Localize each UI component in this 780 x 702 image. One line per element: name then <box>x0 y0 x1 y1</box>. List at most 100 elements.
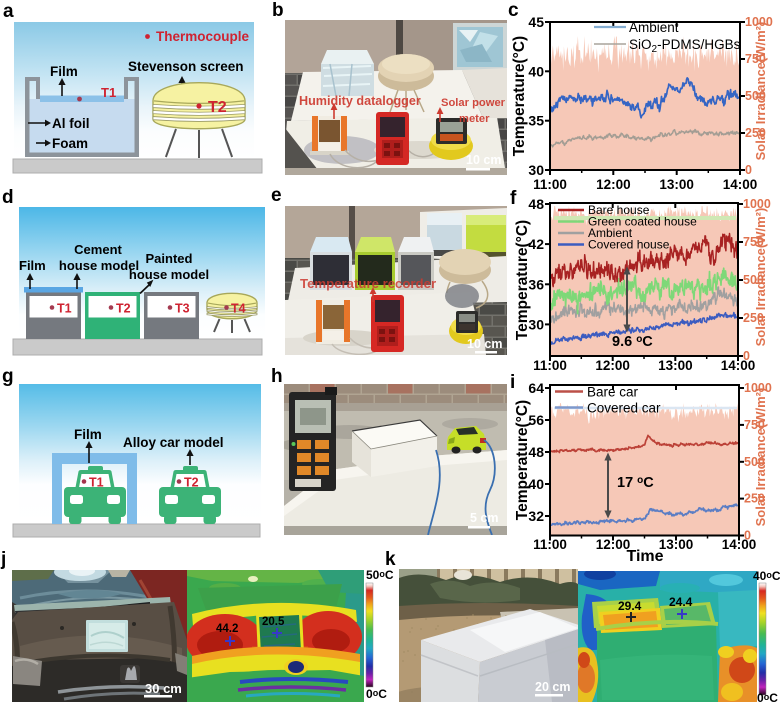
svg-text:24.4: 24.4 <box>669 595 693 609</box>
svg-text:0oC: 0oC <box>366 687 387 701</box>
svg-text:T2: T2 <box>116 302 131 316</box>
svg-text:12:00: 12:00 <box>596 177 631 192</box>
svg-text:Stevenson screen: Stevenson screen <box>128 59 244 74</box>
svg-text:Al foil: Al foil <box>52 116 90 131</box>
svg-text:Thermocouple: Thermocouple <box>156 29 250 44</box>
svg-text:Covered car: Covered car <box>587 401 661 416</box>
svg-text:Painted: Painted <box>146 251 193 266</box>
svg-text:40: 40 <box>528 63 544 79</box>
svg-text:40: 40 <box>528 476 544 492</box>
svg-text:1000: 1000 <box>743 197 771 211</box>
svg-text:Temperature(°C): Temperature(°C) <box>511 36 528 156</box>
svg-text:42: 42 <box>528 236 544 252</box>
svg-text:13:00: 13:00 <box>659 537 694 552</box>
svg-text:14:00: 14:00 <box>723 177 758 192</box>
svg-text:Covered house: Covered house <box>588 238 670 252</box>
svg-text:10 cm: 10 cm <box>466 153 501 167</box>
svg-text:T3: T3 <box>175 302 190 316</box>
svg-text:750: 750 <box>743 235 764 249</box>
svg-text:Temperature(°C): Temperature(°C) <box>514 400 531 520</box>
svg-text:i: i <box>510 372 515 393</box>
svg-text:g: g <box>2 366 14 387</box>
svg-text:500: 500 <box>744 455 765 469</box>
svg-text:Ambient: Ambient <box>629 20 679 35</box>
svg-text:Solar Irradiance(W/m²): Solar Irradiance(W/m²) <box>753 208 768 347</box>
svg-text:48: 48 <box>528 444 544 460</box>
svg-text:1000: 1000 <box>744 381 772 395</box>
svg-text:50oC: 50oC <box>366 568 394 582</box>
svg-text:0: 0 <box>743 349 750 363</box>
svg-text:30: 30 <box>528 316 544 332</box>
svg-text:250: 250 <box>745 126 766 140</box>
svg-text:T4: T4 <box>231 302 246 316</box>
svg-text:11:00: 11:00 <box>533 177 567 192</box>
svg-text:Humidity datalogger: Humidity datalogger <box>299 94 421 108</box>
svg-text:T1: T1 <box>89 476 104 490</box>
svg-text:c: c <box>508 0 519 21</box>
svg-text:T1: T1 <box>57 302 72 316</box>
svg-text:64: 64 <box>528 380 544 396</box>
svg-text:30 cm: 30 cm <box>145 681 182 696</box>
svg-text:a: a <box>3 1 14 22</box>
svg-text:h: h <box>271 366 283 387</box>
svg-text:750: 750 <box>745 52 766 66</box>
svg-text:e: e <box>271 185 282 206</box>
svg-text:13:00: 13:00 <box>658 358 693 373</box>
svg-text:house model: house model <box>59 258 139 273</box>
svg-text:45: 45 <box>528 14 544 30</box>
svg-text:house model: house model <box>129 267 209 282</box>
svg-text:500: 500 <box>743 273 764 287</box>
svg-text:250: 250 <box>743 311 764 325</box>
svg-text:Solar Irradiance(W/m²): Solar Irradiance(W/m²) <box>753 388 768 527</box>
svg-text:0oC: 0oC <box>757 691 778 702</box>
svg-text:Ambient: Ambient <box>588 226 633 240</box>
svg-text:Film: Film <box>19 258 46 273</box>
svg-text:250: 250 <box>744 492 765 506</box>
svg-text:Bare house: Bare house <box>588 203 650 217</box>
svg-text:14:00: 14:00 <box>721 358 756 373</box>
svg-text:T1: T1 <box>101 85 116 100</box>
svg-text:f: f <box>510 188 517 209</box>
svg-text:Green coated house: Green coated house <box>588 215 697 229</box>
svg-text:Solar Irradiance(W/m²): Solar Irradiance(W/m²) <box>753 22 768 161</box>
svg-text:56: 56 <box>528 412 544 428</box>
svg-text:11:00: 11:00 <box>533 537 567 552</box>
svg-text:Solar power: Solar power <box>441 97 506 109</box>
svg-text:13:00: 13:00 <box>659 177 694 192</box>
svg-text:Bare car: Bare car <box>587 385 639 400</box>
svg-text:44.2: 44.2 <box>216 623 238 635</box>
svg-text:Temperature recorder: Temperature recorder <box>300 276 436 291</box>
svg-text:T2: T2 <box>184 476 199 490</box>
svg-text:12:00: 12:00 <box>596 537 631 552</box>
svg-text:36: 36 <box>528 276 544 292</box>
svg-text:20.5: 20.5 <box>262 616 285 628</box>
svg-text:Time: Time <box>626 548 663 565</box>
svg-text:SiO2-PDMS/HGBs: SiO2-PDMS/HGBs <box>629 37 741 55</box>
svg-text:750: 750 <box>744 418 765 432</box>
svg-text:0: 0 <box>745 163 752 177</box>
svg-text:12:00: 12:00 <box>595 358 630 373</box>
svg-text:30: 30 <box>528 162 544 178</box>
svg-text:20 cm: 20 cm <box>535 680 570 694</box>
svg-text:Film: Film <box>74 427 102 442</box>
svg-text:j: j <box>0 549 6 570</box>
svg-text:Alloy car model: Alloy car model <box>123 435 224 450</box>
svg-text:Cement: Cement <box>74 242 122 257</box>
svg-text:Film: Film <box>50 64 78 79</box>
svg-text:500: 500 <box>745 89 766 103</box>
svg-text:meter: meter <box>459 113 490 125</box>
svg-text:29.4: 29.4 <box>618 599 642 613</box>
svg-text:1000: 1000 <box>745 15 773 29</box>
svg-text:Foam: Foam <box>52 136 88 151</box>
svg-text:10 cm: 10 cm <box>467 337 502 351</box>
svg-text:T2: T2 <box>208 99 227 116</box>
svg-text:Temperature(°C): Temperature(°C) <box>514 220 531 340</box>
svg-text:k: k <box>385 549 396 570</box>
svg-text:d: d <box>2 187 14 208</box>
svg-text:11:00: 11:00 <box>533 358 567 373</box>
svg-text:40oC: 40oC <box>753 569 780 583</box>
svg-text:48: 48 <box>528 196 544 212</box>
svg-text:17 oC: 17 oC <box>617 475 654 491</box>
svg-text:14:00: 14:00 <box>722 537 757 552</box>
svg-text:9.6 oC: 9.6 oC <box>612 334 653 350</box>
